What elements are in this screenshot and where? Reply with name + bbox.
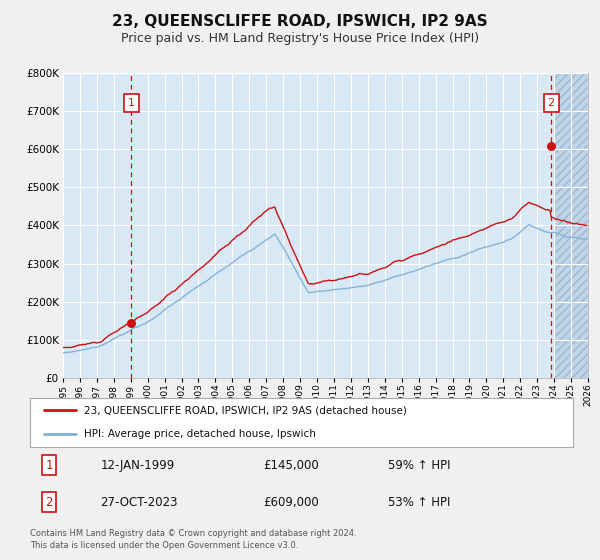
Bar <box>554 65 596 378</box>
Text: £145,000: £145,000 <box>263 459 319 472</box>
Text: 53% ↑ HPI: 53% ↑ HPI <box>388 496 451 509</box>
Text: 23, QUEENSCLIFFE ROAD, IPSWICH, IP2 9AS: 23, QUEENSCLIFFE ROAD, IPSWICH, IP2 9AS <box>112 14 488 29</box>
Text: 2: 2 <box>45 496 53 509</box>
Text: 27-OCT-2023: 27-OCT-2023 <box>101 496 178 509</box>
Text: Contains HM Land Registry data © Crown copyright and database right 2024.: Contains HM Land Registry data © Crown c… <box>30 529 356 538</box>
Bar <box>554 65 596 378</box>
Text: 1: 1 <box>45 459 53 472</box>
Text: 2: 2 <box>548 99 554 108</box>
Text: 1: 1 <box>128 99 135 108</box>
Text: 12-JAN-1999: 12-JAN-1999 <box>101 459 175 472</box>
Text: 59% ↑ HPI: 59% ↑ HPI <box>388 459 451 472</box>
Text: £609,000: £609,000 <box>263 496 319 509</box>
Text: 23, QUEENSCLIFFE ROAD, IPSWICH, IP2 9AS (detached house): 23, QUEENSCLIFFE ROAD, IPSWICH, IP2 9AS … <box>85 405 407 416</box>
Text: HPI: Average price, detached house, Ipswich: HPI: Average price, detached house, Ipsw… <box>85 429 316 439</box>
Text: Price paid vs. HM Land Registry's House Price Index (HPI): Price paid vs. HM Land Registry's House … <box>121 32 479 45</box>
Text: This data is licensed under the Open Government Licence v3.0.: This data is licensed under the Open Gov… <box>30 541 298 550</box>
